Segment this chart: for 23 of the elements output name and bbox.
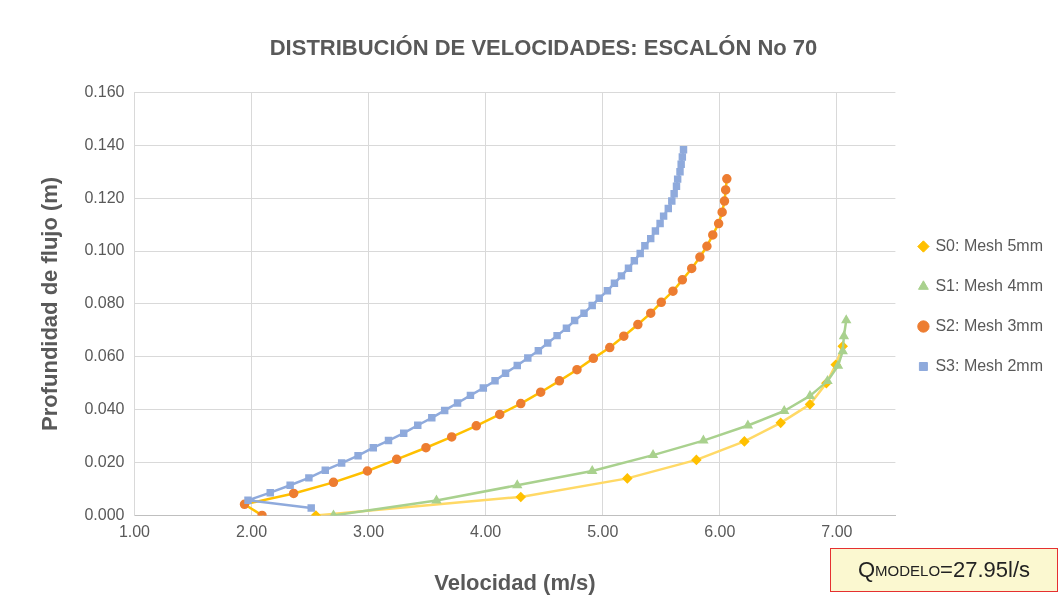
y-tick-label: 0.160 [84,82,125,100]
legend-label: S2: Mesh 3mm [935,316,1044,334]
legend-label: S1: Mesh 4mm [935,276,1044,294]
chart-title: DISTRIBUCIÓN DE VELOCIDADES: ESCALÓN No 70 [269,35,818,61]
legend-label: S0: Mesh 5mm [935,236,1044,254]
y-tick-label: 0.140 [84,135,125,153]
y-axis-title: Profundidad de flujo (m) [37,176,63,431]
x-tick-label: 3.00 [353,523,385,541]
y-tick-label: 0.080 [84,294,125,312]
y-tick-label: 0.100 [84,241,125,259]
x-tick-label: 1.00 [118,523,151,541]
y-tick-label: 0.040 [84,400,125,418]
x-tick-label: 6.00 [704,523,736,541]
y-tick-label: 0.120 [84,188,125,206]
x-tick-label: 5.00 [587,523,619,541]
y-tick-label: 0.000 [84,505,125,523]
x-tick-label: 4.00 [470,523,502,541]
y-tick-label: 0.060 [84,347,125,365]
y-tick-label: 0.020 [84,452,125,470]
x-axis-title: Velocidad (m/s) [434,569,596,595]
x-tick-label: 7.00 [821,523,853,541]
x-tick-label: 2.00 [235,523,268,541]
legend-label: S3: Mesh 2mm [935,356,1044,374]
